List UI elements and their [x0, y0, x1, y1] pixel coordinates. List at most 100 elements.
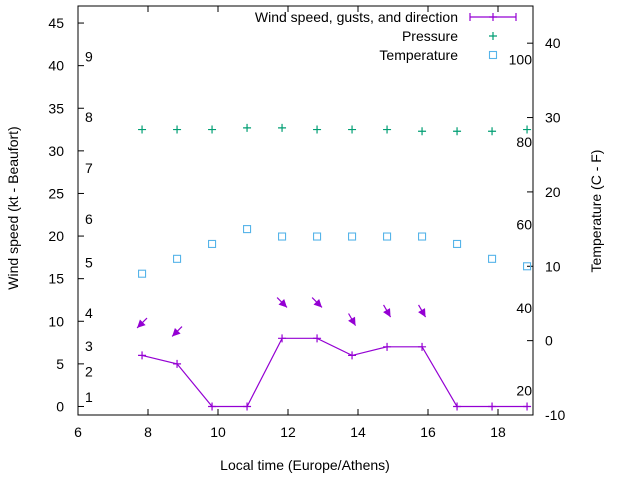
- wind-speed-point: [488, 402, 497, 411]
- wind-speed-point: [313, 334, 322, 343]
- y-tick-label: 20: [48, 228, 64, 244]
- beaufort-label: 4: [85, 305, 93, 321]
- x-tick-label: 10: [210, 424, 226, 440]
- temperature-point: [243, 225, 252, 234]
- wind-speed-point: [173, 359, 182, 368]
- pressure-point: [418, 127, 427, 136]
- y2-tick-label: 0: [545, 333, 553, 349]
- temperature-point: [138, 269, 147, 278]
- legend-label-wind: Wind speed, gusts, and direction: [255, 9, 458, 25]
- temperature-point: [417, 232, 427, 241]
- x-tick-label: 6: [74, 424, 82, 440]
- x-tick-label: 14: [350, 424, 366, 440]
- wind-arrow-head: [313, 298, 322, 308]
- wind-speed-point: [383, 342, 392, 351]
- pressure-point: [383, 125, 392, 134]
- y2-tick-label: 30: [545, 110, 561, 126]
- beaufort-label: 6: [85, 211, 93, 227]
- fahrenheit-labels: 20 40 60 80 100: [509, 52, 533, 399]
- pressure-point: [453, 127, 462, 136]
- fahrenheit-label: 60: [516, 217, 532, 233]
- pressure-point: [243, 123, 252, 132]
- temperature-point: [522, 262, 532, 271]
- temperature-point: [312, 232, 322, 241]
- y2-axis-ticks: -10 0 10 20 30 40: [527, 35, 565, 423]
- fahrenheit-label: 40: [516, 300, 532, 316]
- temperature-point: [487, 254, 497, 263]
- y-tick-label: 15: [48, 271, 64, 287]
- pressure-point: [138, 125, 147, 134]
- beaufort-label: 2: [85, 364, 93, 380]
- wind-direction-arrows: [136, 297, 427, 337]
- wind-speed-point: [348, 351, 357, 360]
- wind-arrow: [418, 304, 427, 318]
- wind-speed-point: [523, 402, 532, 411]
- fahrenheit-label: 20: [516, 382, 532, 398]
- y-tick-label: 25: [48, 185, 64, 201]
- wind-speed-point: [453, 402, 462, 411]
- y-tick-label: 5: [56, 356, 64, 372]
- wind-arrow-head: [418, 308, 426, 318]
- wind-arrow-head: [383, 308, 391, 318]
- temperature-point: [452, 239, 462, 249]
- legend-label-pressure: Pressure: [402, 28, 458, 44]
- y-tick-label: 45: [48, 15, 64, 31]
- temperature-point: [382, 232, 392, 241]
- beaufort-label: 9: [85, 48, 93, 64]
- wind-speed-point: [138, 351, 147, 360]
- wind-arrow-head: [278, 298, 287, 308]
- wind-arrow: [383, 304, 392, 318]
- wind-speed-line: [141, 337, 527, 408]
- wind-speed-point: [208, 402, 217, 411]
- plot-frame: [77, 5, 534, 416]
- temperature-point: [208, 239, 217, 249]
- wind-speed-point: [243, 402, 252, 411]
- y-axis-label: Wind speed (kt - Beaufort): [5, 126, 21, 289]
- legend-swatch-wind-marker: [489, 13, 497, 21]
- fahrenheit-label: 80: [516, 134, 532, 150]
- wind-arrow: [348, 313, 357, 326]
- beaufort-label: 5: [85, 254, 93, 270]
- wind-arrow-head: [172, 327, 181, 337]
- wind-arrow: [171, 326, 183, 337]
- y2-axis-label: Temperature (C - F): [588, 150, 604, 273]
- x-tick-label: 16: [420, 424, 436, 440]
- beaufort-label: 3: [85, 338, 93, 354]
- x-axis-label: Local time (Europe/Athens): [220, 457, 390, 473]
- y-tick-label: 30: [48, 143, 64, 159]
- wind-arrow: [311, 297, 323, 308]
- pressure-point: [523, 125, 532, 134]
- pressure-point: [313, 125, 322, 134]
- plot-border: [77, 5, 534, 416]
- legend-label-temperature: Temperature: [379, 47, 458, 63]
- fahrenheit-label: 100: [509, 52, 533, 68]
- pressure-point: [173, 125, 182, 134]
- temperature-point: [347, 232, 357, 241]
- beaufort-label: 1: [85, 389, 93, 405]
- y-tick-label: 35: [48, 100, 64, 116]
- y2-tick-label: 40: [545, 35, 561, 51]
- beaufort-label: 7: [85, 160, 93, 176]
- y2-tick-label: 10: [545, 258, 561, 274]
- pressure-point: [278, 123, 287, 132]
- wind-arrow-head: [348, 316, 356, 326]
- beaufort-label: 8: [85, 109, 93, 125]
- legend-swatch-pressure: [489, 32, 497, 40]
- pressure-point: [348, 125, 357, 134]
- wind-speed-point: [418, 342, 427, 351]
- x-tick-label: 18: [490, 424, 506, 440]
- x-tick-label: 8: [144, 424, 152, 440]
- wind-arrow-head: [137, 319, 146, 328]
- pressure-point: [488, 127, 497, 136]
- x-tick-label: 12: [280, 424, 296, 440]
- wind-arrow: [276, 297, 288, 308]
- temperature-point: [277, 232, 287, 241]
- y-tick-label: 40: [48, 58, 64, 74]
- beaufort-labels: 1 2 3 4 5 6 7 8 9: [85, 48, 93, 405]
- pressure-point: [208, 125, 217, 134]
- temperature-point: [173, 254, 182, 263]
- legend: Wind speed, gusts, and direction Pressure…: [255, 9, 517, 63]
- wind-arrow: [136, 317, 148, 329]
- series-layer: [138, 123, 532, 411]
